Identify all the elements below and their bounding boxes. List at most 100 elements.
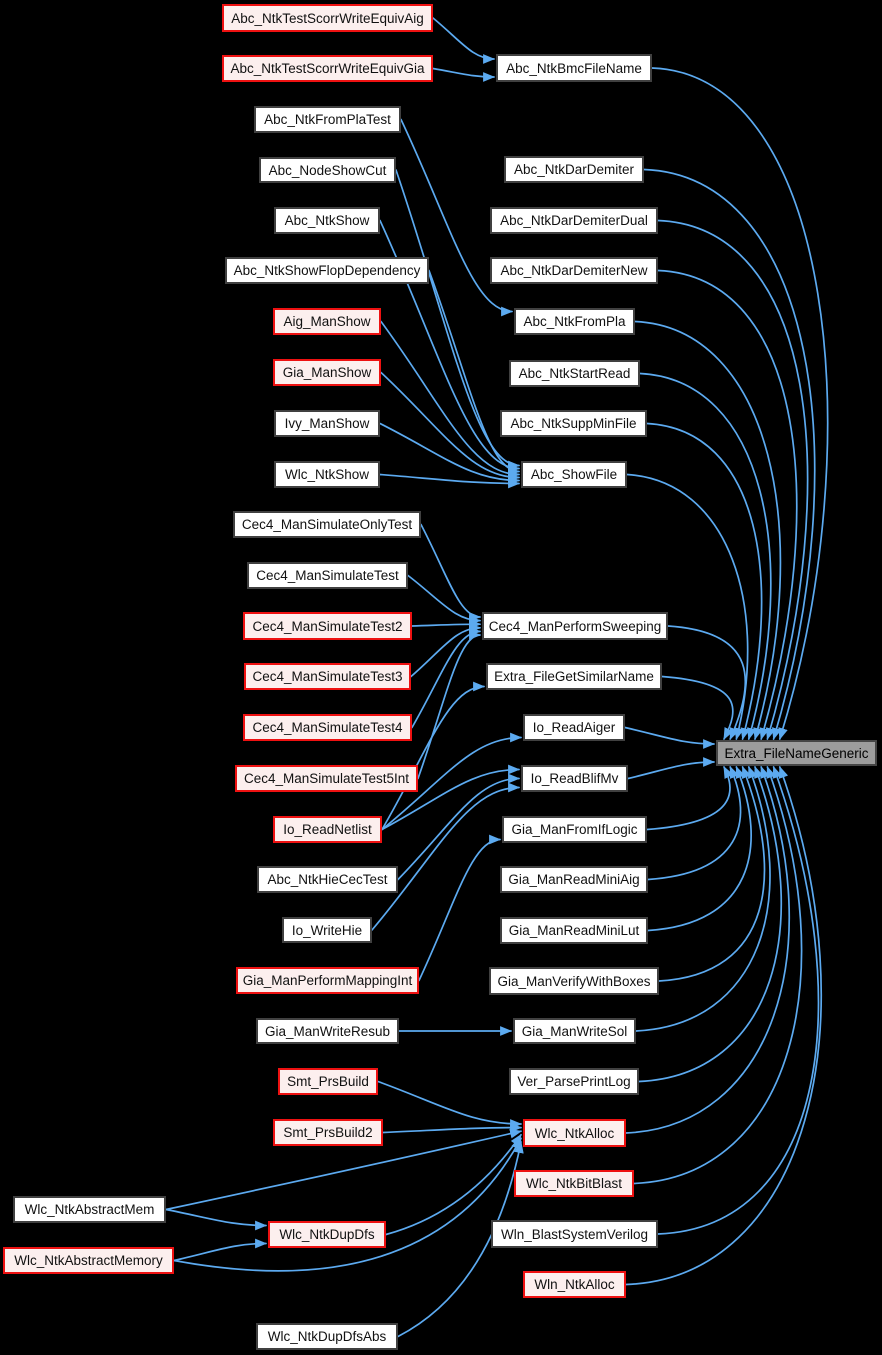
function-node-Gia_ManWriteSol[interactable]: Gia_ManWriteSol (513, 1018, 636, 1044)
edge-Io_WriteHie-to-Io_ReadBlifMv (371, 782, 521, 931)
edge-Gia_ManShow-to-Abc_ShowFile (380, 371, 521, 483)
target-function-node-Extra_FileNameGeneric[interactable]: Extra_FileNameGeneric (716, 740, 877, 766)
edge-Io_ReadNetlist-to-Io_ReadBlifMv (381, 764, 521, 831)
function-node-Abc_NtkBmcFileName[interactable]: Abc_NtkBmcFileName (496, 54, 652, 82)
edge-Ivy_ManShow-to-Abc_ShowFile (379, 422, 521, 486)
function-label: Io_WriteHie (291, 922, 363, 938)
function-label: Wlc_NtkAbstractMemory (14, 1253, 163, 1268)
function-label: Wlc_NtkAbstractMem (24, 1202, 155, 1217)
function-node-Aig_ManShow[interactable]: Aig_ManShow (273, 308, 381, 335)
function-node-Wlc_NtkShow[interactable]: Wlc_NtkShow (274, 461, 380, 488)
edge-Abc_NtkHieCecTest-to-Io_ReadBlifMv (397, 773, 521, 881)
function-label: Abc_NtkHieCecTest (267, 872, 388, 887)
function-node-Abc_NtkFromPla[interactable]: Abc_NtkFromPla (514, 308, 635, 335)
function-node-Smt_PrsBuild[interactable]: Smt_PrsBuild (278, 1068, 378, 1095)
function-node-Gia_ManPerformMappingInt[interactable]: Gia_ManPerformMappingInt (236, 967, 419, 994)
function-node-Abc_NtkDarDemiter[interactable]: Abc_NtkDarDemiter (504, 156, 644, 183)
edge-Abc_NtkStartRead-to-Extra_FileNameGeneric (639, 372, 772, 741)
function-node-Smt_PrsBuild2[interactable]: Smt_PrsBuild2 (273, 1119, 383, 1146)
function-node-Wln_NtkAlloc[interactable]: Wln_NtkAlloc (523, 1271, 626, 1298)
edge-Wlc_NtkShow-to-Abc_ShowFile (379, 473, 521, 489)
function-node-Cec4_ManSimulateTest2[interactable]: Cec4_ManSimulateTest2 (243, 612, 412, 640)
function-node-Gia_ManVerifyWithBoxes[interactable]: Gia_ManVerifyWithBoxes (489, 967, 659, 995)
edge-Wlc_NtkBitBlast-to-Extra_FileNameGeneric (633, 765, 803, 1185)
function-node-Extra_FileGetSimilarName[interactable]: Extra_FileGetSimilarName (486, 663, 662, 690)
function-label: Cec4_ManSimulateTest5Int (243, 771, 410, 786)
edge-Gia_ManReadMiniLut-to-Extra_FileNameGeneric (647, 765, 752, 932)
function-label: Gia_ManWriteSol (521, 1023, 628, 1039)
function-label: Abc_NtkShow (284, 213, 370, 228)
edge-Io_ReadNetlist-to-Extra_FileGetSimilarName (381, 681, 486, 831)
function-node-Cec4_ManSimulateTest4[interactable]: Cec4_ManSimulateTest4 (243, 714, 412, 741)
function-node-Abc_NtkShowFlopDependency[interactable]: Abc_NtkShowFlopDependency (225, 257, 429, 284)
function-label: Cec4_ManSimulateTest (256, 568, 399, 583)
function-node-Abc_NtkTestScorrWriteEquivGia[interactable]: Abc_NtkTestScorrWriteEquivGia (222, 55, 433, 82)
function-label: Abc_NtkSuppMinFile (510, 416, 637, 431)
function-label: Abc_NtkTestScorrWriteEquivGia (230, 61, 425, 76)
function-node-Cec4_ManSimulateOnlyTest[interactable]: Cec4_ManSimulateOnlyTest (233, 511, 421, 538)
function-node-Cec4_ManSimulateTest5Int[interactable]: Cec4_ManSimulateTest5Int (235, 765, 418, 792)
function-node-Wln_BlastSystemVerilog[interactable]: Wln_BlastSystemVerilog (491, 1220, 658, 1248)
edge-Abc_NtkTestScorrWriteEquivAig-to-Abc_NtkBmcFileName (432, 17, 496, 64)
edge-Abc_NtkShowFlopDependency-to-Abc_ShowFile (428, 269, 521, 477)
function-node-Wlc_NtkDupDfsAbs[interactable]: Wlc_NtkDupDfsAbs (256, 1323, 398, 1350)
edge-Wlc_NtkDupDfs-to-Wlc_NtkAlloc (385, 1133, 522, 1236)
function-label: Io_ReadNetlist (283, 822, 372, 837)
function-label: Abc_NtkFromPlaTest (264, 112, 391, 127)
function-label: Wln_BlastSystemVerilog (500, 1226, 649, 1242)
function-label: Extra_FileGetSimilarName (494, 669, 654, 684)
function-node-Wlc_NtkAbstractMemory[interactable]: Wlc_NtkAbstractMemory (3, 1247, 174, 1274)
function-label: Cec4_ManSimulateTest2 (252, 618, 403, 634)
edge-Abc_NtkTestScorrWriteEquivGia-to-Abc_NtkBmcFileName (432, 67, 496, 82)
function-node-Ver_ParsePrintLog[interactable]: Ver_ParsePrintLog (509, 1068, 639, 1095)
edge-Cec4_ManSimulateOnlyTest-to-Cec4_ManPerformSweeping (420, 523, 482, 622)
function-node-Io_ReadAiger[interactable]: Io_ReadAiger (523, 714, 625, 741)
function-label: Cec4_ManPerformSweeping (488, 618, 662, 634)
function-node-Gia_ManReadMiniAig[interactable]: Gia_ManReadMiniAig (500, 866, 648, 893)
function-node-Abc_NtkDarDemiterNew[interactable]: Abc_NtkDarDemiterNew (490, 257, 658, 284)
function-node-Wlc_NtkAbstractMem[interactable]: Wlc_NtkAbstractMem (13, 1196, 166, 1223)
function-node-Io_WriteHie[interactable]: Io_WriteHie (282, 917, 372, 943)
function-label: Abc_ShowFile (530, 467, 618, 482)
edge-Gia_ManFromIfLogic-to-Extra_FileNameGeneric (646, 766, 734, 831)
function-node-Gia_ManWriteResub[interactable]: Gia_ManWriteResub (256, 1018, 399, 1044)
edge-Wlc_NtkAbstractMemory-to-Wlc_NtkAlloc (173, 1137, 522, 1272)
function-node-Wlc_NtkBitBlast[interactable]: Wlc_NtkBitBlast (514, 1170, 634, 1197)
function-node-Wlc_NtkAlloc[interactable]: Wlc_NtkAlloc (523, 1119, 626, 1147)
function-node-Abc_NtkTestScorrWriteEquivAig[interactable]: Abc_NtkTestScorrWriteEquivAig (222, 4, 433, 32)
function-label: Wlc_NtkShow (284, 467, 370, 482)
function-label: Cec4_ManSimulateOnlyTest (241, 517, 413, 532)
edge-Abc_NtkDarDemiterNew-to-Extra_FileNameGeneric (657, 269, 798, 741)
function-node-Cec4_ManSimulateTest[interactable]: Cec4_ManSimulateTest (247, 562, 408, 589)
function-node-Cec4_ManSimulateTest3[interactable]: Cec4_ManSimulateTest3 (244, 663, 411, 690)
function-node-Abc_ShowFile[interactable]: Abc_ShowFile (521, 461, 627, 488)
function-node-Abc_NtkHieCecTest[interactable]: Abc_NtkHieCecTest (257, 866, 398, 893)
edge-Io_ReadBlifMv-to-Extra_FileNameGeneric (627, 757, 716, 780)
function-node-Abc_NodeShowCut[interactable]: Abc_NodeShowCut (259, 157, 396, 183)
function-node-Abc_NtkSuppMinFile[interactable]: Abc_NtkSuppMinFile (500, 410, 647, 437)
function-label: Gia_ManFromIfLogic (511, 822, 638, 837)
edge-Aig_ManShow-to-Abc_ShowFile (380, 320, 521, 480)
function-label: Abc_NtkDarDemiter (513, 162, 635, 177)
function-label: Wlc_NtkDupDfs (279, 1227, 375, 1242)
function-node-Abc_NtkStartRead[interactable]: Abc_NtkStartRead (509, 360, 640, 387)
function-label: Abc_NtkDarDemiterDual (500, 213, 648, 228)
function-node-Gia_ManFromIfLogic[interactable]: Gia_ManFromIfLogic (502, 816, 647, 843)
function-node-Cec4_ManPerformSweeping[interactable]: Cec4_ManPerformSweeping (482, 612, 668, 640)
function-node-Ivy_ManShow[interactable]: Ivy_ManShow (274, 410, 380, 437)
edge-Wln_BlastSystemVerilog-to-Extra_FileNameGeneric (657, 765, 820, 1235)
function-node-Io_ReadBlifMv[interactable]: Io_ReadBlifMv (521, 765, 628, 792)
function-node-Wlc_NtkDupDfs[interactable]: Wlc_NtkDupDfs (268, 1221, 386, 1248)
function-label: Aig_ManShow (283, 314, 371, 329)
function-node-Gia_ManShow[interactable]: Gia_ManShow (273, 359, 381, 386)
function-node-Abc_NtkFromPlaTest[interactable]: Abc_NtkFromPlaTest (254, 106, 401, 133)
function-label: Io_ReadBlifMv (530, 771, 619, 786)
edge-Abc_NtkFromPlaTest-to-Abc_NtkFromPla (400, 118, 514, 317)
function-node-Abc_NtkShow[interactable]: Abc_NtkShow (274, 207, 380, 234)
function-node-Gia_ManReadMiniLut[interactable]: Gia_ManReadMiniLut (500, 917, 648, 944)
function-node-Abc_NtkDarDemiterDual[interactable]: Abc_NtkDarDemiterDual (490, 207, 658, 234)
edge-Abc_NtkDarDemiterDual-to-Extra_FileNameGeneric (657, 219, 809, 741)
edge-Ver_ParsePrintLog-to-Extra_FileNameGeneric (638, 765, 783, 1083)
function-node-Io_ReadNetlist[interactable]: Io_ReadNetlist (273, 816, 382, 843)
